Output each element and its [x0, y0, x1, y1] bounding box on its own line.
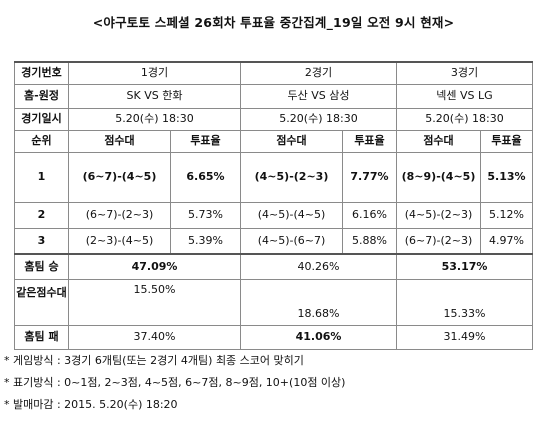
- score-band-header-2: 점수대: [240, 129, 343, 153]
- rank-1-score-3: (8~9)-(4~5): [396, 151, 481, 203]
- home-win-label: 홈팀 승: [14, 253, 69, 280]
- rank-1-rate-3: 5.13%: [480, 151, 533, 203]
- draw-1: 15.50%: [68, 278, 241, 326]
- rank-2-row: 2 (6~7)-(2~3) 5.73% (4~5)-(4~5) 6.16% (4…: [14, 201, 533, 229]
- datetime-row: 경기일시 5.20(수) 18:30 5.20(수) 18:30 5.20(수)…: [14, 107, 533, 131]
- rank-2-score-1: (6~7)-(2~3): [68, 201, 171, 229]
- home-loss-3: 31.49%: [396, 324, 533, 350]
- rank-3-score-2: (4~5)-(6~7): [240, 227, 343, 255]
- rank-2: 2: [14, 201, 69, 229]
- page-title: <야구토토 스페셜 26회차 투표율 중간집계_19일 오전 9시 현재>: [92, 15, 455, 30]
- matchup-1: SK VS 한화: [68, 83, 241, 109]
- header-label: 경기번호: [14, 61, 69, 85]
- rank-1-row: 1 (6~7)-(4~5) 6.65% (4~5)-(2~3) 7.77% (8…: [14, 151, 533, 203]
- rank-2-rate-1: 5.73%: [170, 201, 241, 229]
- draw-label: 같은점수대: [14, 278, 69, 326]
- datetime-2: 5.20(수) 18:30: [240, 107, 397, 131]
- rank-1: 1: [14, 151, 69, 203]
- game-3-header: 3경기: [396, 61, 533, 85]
- datetime-label: 경기일시: [14, 107, 69, 131]
- score-band-header-1: 점수대: [68, 129, 171, 153]
- note-sales-deadline: * 발매마감 : 2015. 5.20(수) 18:20: [4, 398, 178, 411]
- draw-row: 같은점수대 15.50% 18.68% 15.33%: [14, 278, 533, 326]
- matchup-2: 두산 VS 삼성: [240, 83, 397, 109]
- home-win-2: 40.26%: [240, 253, 397, 280]
- rank-3: 3: [14, 227, 69, 255]
- home-away-label: 홈-원정: [14, 83, 69, 109]
- home-loss-label: 홈팀 패: [14, 324, 69, 350]
- rank-1-score-1: (6~7)-(4~5): [68, 151, 171, 203]
- footnotes: * 게임방식 : 3경기 6개팀(또는 2경기 4개팀) 최종 스코어 맞히기 …: [4, 350, 544, 416]
- draw-2: 18.68%: [240, 278, 397, 326]
- vote-rate-header-2: 투표율: [342, 129, 397, 153]
- matchup-3: 넥센 VS LG: [396, 83, 533, 109]
- note-notation: * 표기방식 : 0~1점, 2~3점, 4~5점, 6~7점, 8~9점, 1…: [4, 376, 346, 389]
- rank-2-score-3: (4~5)-(2~3): [396, 201, 481, 229]
- rank-3-score-1: (2~3)-(4~5): [68, 227, 171, 255]
- home-win-3: 53.17%: [396, 253, 533, 280]
- vote-rate-header-3: 투표율: [480, 129, 533, 153]
- matchup-row: 홈-원정 SK VS 한화 두산 VS 삼성 넥센 VS LG: [14, 83, 533, 109]
- rank-1-score-2: (4~5)-(2~3): [240, 151, 343, 203]
- home-loss-2: 41.06%: [240, 324, 397, 350]
- rank-3-rate-1: 5.39%: [170, 227, 241, 255]
- rank-3-rate-3: 4.97%: [480, 227, 533, 255]
- rank-3-row: 3 (2~3)-(4~5) 5.39% (4~5)-(6~7) 5.88% (6…: [14, 227, 533, 255]
- datetime-1: 5.20(수) 18:30: [68, 107, 241, 131]
- rank-2-score-2: (4~5)-(4~5): [240, 201, 343, 229]
- note-game-method: * 게임방식 : 3경기 6개팀(또는 2경기 4개팀) 최종 스코어 맞히기: [4, 354, 304, 367]
- rank-1-rate-1: 6.65%: [170, 151, 241, 203]
- rank-1-rate-2: 7.77%: [342, 151, 397, 203]
- home-loss-row: 홈팀 패 37.40% 41.06% 31.49%: [14, 324, 533, 350]
- rank-2-rate-2: 6.16%: [342, 201, 397, 229]
- vote-rate-header-1: 투표율: [170, 129, 241, 153]
- rank-3-rate-2: 5.88%: [342, 227, 397, 255]
- game-1-header: 1경기: [68, 61, 241, 85]
- draw-3: 15.33%: [396, 278, 533, 326]
- game-2-header: 2경기: [240, 61, 397, 85]
- column-header-row: 순위 점수대 투표율 점수대 투표율 점수대 투표율: [14, 129, 533, 153]
- vote-rate-table: 경기번호 1경기 2경기 3경기 홈-원정 SK VS 한화 두산 VS 삼성 …: [14, 61, 533, 350]
- home-win-row: 홈팀 승 47.09% 40.26% 53.17%: [14, 253, 533, 280]
- score-band-header-3: 점수대: [396, 129, 481, 153]
- rank-3-score-3: (6~7)-(2~3): [396, 227, 481, 255]
- home-loss-1: 37.40%: [68, 324, 241, 350]
- rank-2-rate-3: 5.12%: [480, 201, 533, 229]
- rank-label: 순위: [14, 129, 69, 153]
- game-number-row: 경기번호 1경기 2경기 3경기: [14, 61, 533, 85]
- home-win-1: 47.09%: [68, 253, 241, 280]
- datetime-3: 5.20(수) 18:30: [396, 107, 533, 131]
